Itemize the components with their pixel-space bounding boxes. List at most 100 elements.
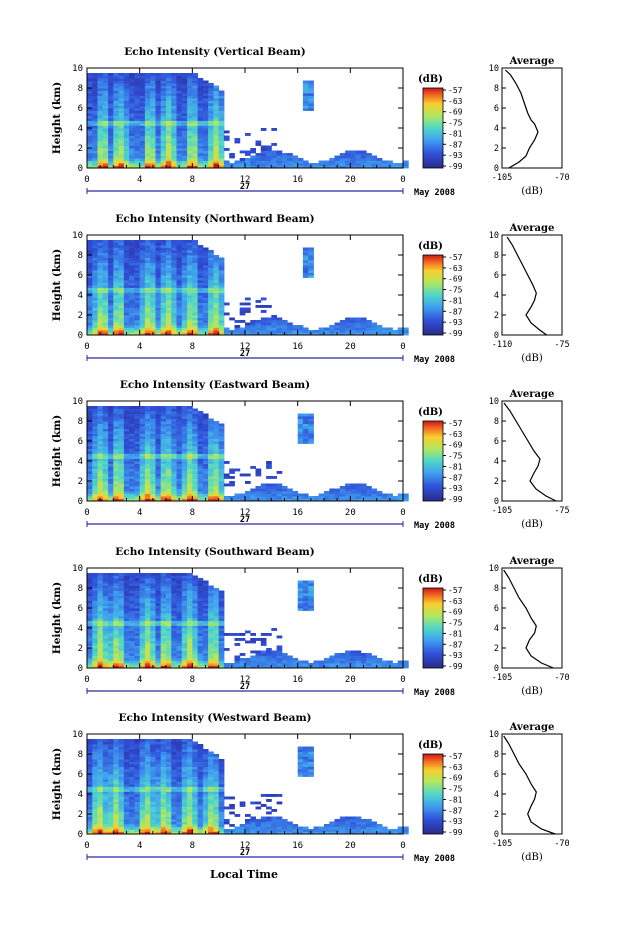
heatmap-cell xyxy=(108,257,114,261)
heatmap-cell xyxy=(318,327,325,331)
heatmap-cell xyxy=(129,290,135,293)
heatmap-cell xyxy=(202,446,209,449)
heatmap-cell xyxy=(302,436,309,439)
heatmap-cell xyxy=(92,108,98,111)
heatmap-cell xyxy=(192,103,198,106)
heatmap-cell xyxy=(134,638,141,641)
heatmap-cell xyxy=(155,282,162,286)
heatmap-cell xyxy=(339,160,346,164)
heatmap-cell xyxy=(113,282,119,286)
heatmap-cell xyxy=(350,153,356,156)
heatmap-cell xyxy=(102,295,109,298)
heatmap-cell xyxy=(102,653,109,656)
heatmap-cell xyxy=(176,493,183,497)
heatmap-cell xyxy=(197,312,204,316)
heatmap-cell xyxy=(218,148,225,151)
heatmap-cell xyxy=(150,265,156,268)
heatmap-cell xyxy=(139,103,146,106)
heatmap-cell xyxy=(160,443,167,447)
heatmap-cell xyxy=(176,138,183,141)
heatmap-cell xyxy=(276,155,283,159)
heatmap-cell xyxy=(97,310,104,313)
heatmap-cell xyxy=(150,436,156,439)
heatmap-cell xyxy=(150,302,156,306)
heatmap-cell xyxy=(139,73,146,76)
heatmap-cell xyxy=(213,633,220,636)
heatmap-cell xyxy=(87,322,93,326)
heatmap-cell xyxy=(166,272,172,276)
y-tick-label: 2 xyxy=(78,477,83,487)
heatmap-cell xyxy=(118,483,125,487)
heatmap-cell xyxy=(197,275,204,278)
heatmap-cell xyxy=(160,110,167,114)
heatmap-cell xyxy=(171,451,177,454)
heatmap-cell xyxy=(187,267,193,271)
heatmap-cell xyxy=(139,613,146,616)
heatmap-cell xyxy=(171,620,177,624)
heatmap-cell xyxy=(113,438,119,442)
heatmap-cell xyxy=(197,653,204,656)
heatmap-cell xyxy=(213,638,220,641)
heatmap-cell xyxy=(87,118,93,121)
heatmap-cell xyxy=(139,468,146,472)
heatmap-cell xyxy=(266,165,272,169)
heatmap-cell xyxy=(118,496,125,499)
heatmap-cell xyxy=(166,488,172,492)
heatmap-cell xyxy=(181,481,188,484)
heatmap-cell xyxy=(144,605,151,609)
heatmap-cell xyxy=(297,441,304,444)
heatmap-cell xyxy=(166,330,172,333)
heatmap-cell xyxy=(97,473,104,477)
heatmap-cell xyxy=(139,88,146,91)
heatmap-cell xyxy=(97,285,104,288)
heatmap-cell xyxy=(118,481,125,484)
heatmap-cell xyxy=(139,140,146,144)
heatmap-cell xyxy=(176,160,183,164)
heatmap-cell xyxy=(181,433,188,437)
heatmap-cell xyxy=(118,118,125,121)
heatmap-cell xyxy=(113,608,119,611)
heatmap-cell xyxy=(113,605,119,609)
date-day: 27 xyxy=(240,182,250,192)
heatmap-cell xyxy=(197,496,204,499)
heatmap-cell xyxy=(376,163,383,166)
heatmap-cell xyxy=(92,242,98,246)
heatmap-cell xyxy=(87,163,93,166)
heatmap-cell xyxy=(171,478,177,482)
heatmap-cell xyxy=(108,123,114,126)
heatmap-cell xyxy=(292,663,299,666)
heatmap-cell xyxy=(202,317,209,321)
heatmap-cell xyxy=(276,648,283,651)
heatmap-cell xyxy=(150,272,156,276)
heatmap-cell xyxy=(97,85,104,89)
heatmap-cell xyxy=(202,471,209,474)
heatmap-cell xyxy=(97,138,104,141)
heatmap-cell xyxy=(144,287,151,291)
heatmap-cell xyxy=(213,640,220,644)
heatmap-cell xyxy=(176,103,183,106)
heatmap-cell xyxy=(92,145,98,149)
heatmap-cell xyxy=(129,428,135,432)
heatmap-cell xyxy=(87,605,93,609)
heatmap-cell xyxy=(166,282,172,286)
heatmap-cell xyxy=(171,327,177,331)
heatmap-cell xyxy=(292,660,299,664)
heatmap-cell xyxy=(150,257,156,261)
heatmap-cell xyxy=(102,423,109,427)
heatmap-cell xyxy=(176,625,183,629)
heatmap-cell xyxy=(276,493,283,497)
heatmap-cell xyxy=(108,638,114,641)
heatmap-cell xyxy=(166,297,172,301)
heatmap-cell xyxy=(166,100,172,104)
date-day: 27 xyxy=(240,349,250,359)
heatmap-cell xyxy=(123,330,130,333)
heatmap-cell xyxy=(113,628,119,631)
heatmap-cell xyxy=(155,305,162,308)
heatmap-cell xyxy=(202,588,209,591)
heatmap-cell xyxy=(97,252,104,256)
heatmap-cell xyxy=(139,615,146,619)
heatmap-cell xyxy=(87,125,93,129)
heatmap-cell xyxy=(160,608,167,611)
heatmap-cell xyxy=(129,320,135,323)
heatmap-cell xyxy=(192,615,198,619)
